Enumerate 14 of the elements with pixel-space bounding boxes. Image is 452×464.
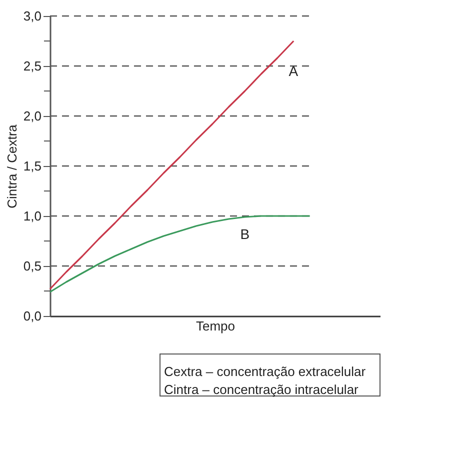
line-series — [49, 215, 311, 293]
y-tick-label: 3,0 — [23, 8, 42, 24]
y-tick-label: 2,0 — [23, 108, 42, 124]
text: Cextra – concentração extracelular — [164, 364, 366, 379]
series-label: B — [240, 226, 250, 242]
series-label: A — [288, 63, 299, 79]
y-tick-label: 1,0 — [23, 208, 42, 224]
y-tick-label: 1,5 — [23, 158, 42, 174]
y-tick-label: 0,5 — [23, 258, 42, 274]
x-axis-title: Tempo — [196, 318, 236, 334]
y-tick-label: 0,0 — [23, 308, 42, 324]
y-axis-title: Cintra / Cextra — [4, 124, 20, 208]
y-tick-label: 2,5 — [23, 58, 42, 74]
text: Cintra – concentração intracelular — [164, 382, 360, 397]
